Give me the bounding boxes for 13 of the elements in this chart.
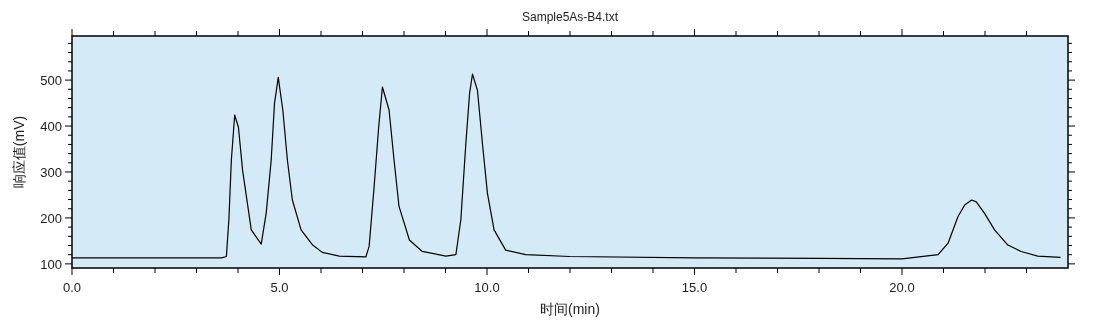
y-tick-label: 500: [40, 73, 62, 89]
x-axis-title: 时间(min): [540, 301, 600, 317]
y-tick-label: 100: [40, 256, 62, 272]
chart-title: Sample5As-B4.txt: [521, 10, 619, 24]
x-tick-label: 5.0: [270, 280, 289, 295]
x-tick-label: 15.0: [681, 280, 708, 295]
y-tick-label: 200: [40, 210, 62, 226]
x-tick-label: 0.0: [62, 280, 82, 295]
y-tick-label: 300: [40, 164, 62, 180]
x-tick-label: 20.0: [889, 280, 915, 295]
y-tick-label: 400: [40, 119, 62, 135]
y-axis-title: 响应值(mV): [11, 115, 27, 189]
x-tick-label: 10.0: [474, 280, 500, 295]
